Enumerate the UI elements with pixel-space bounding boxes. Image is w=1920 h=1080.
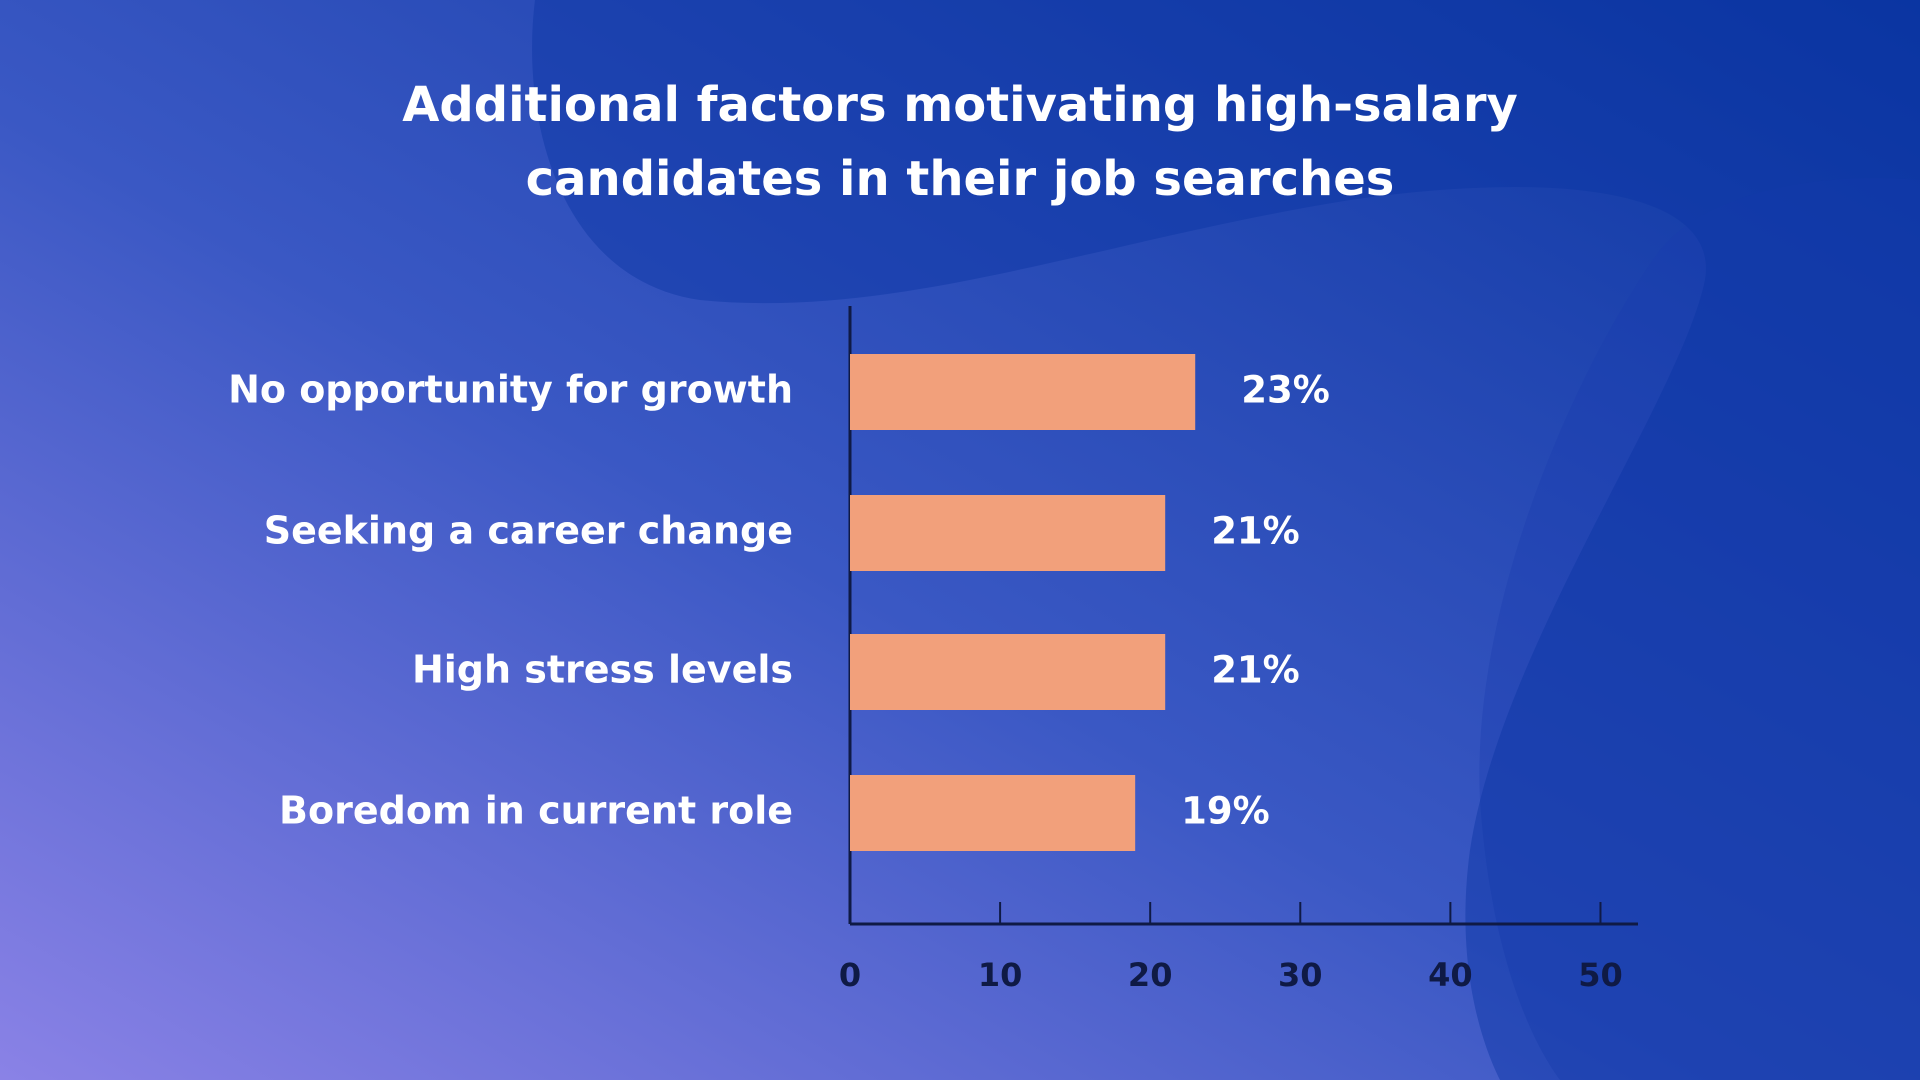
x-tick-label: 0 bbox=[839, 956, 861, 994]
value-label: 23% bbox=[1241, 369, 1330, 412]
bar bbox=[850, 634, 1166, 710]
value-label: 21% bbox=[1211, 510, 1300, 553]
value-label: 19% bbox=[1181, 790, 1270, 833]
category-label: High stress levels bbox=[412, 648, 793, 692]
x-tick-label: 50 bbox=[1578, 956, 1623, 994]
value-label: 21% bbox=[1211, 649, 1300, 692]
bar bbox=[850, 354, 1196, 430]
category-label: Seeking a career change bbox=[264, 509, 793, 553]
x-tick-label: 30 bbox=[1278, 956, 1323, 994]
category-label: Boredom in current role bbox=[279, 789, 793, 833]
category-label: No opportunity for growth bbox=[228, 368, 793, 412]
x-tick-label: 20 bbox=[1128, 956, 1173, 994]
x-tick-label: 10 bbox=[978, 956, 1023, 994]
background-blob bbox=[540, 0, 1920, 1080]
x-tick-label: 40 bbox=[1428, 956, 1473, 994]
bar bbox=[850, 495, 1166, 571]
background-blob bbox=[532, 0, 1920, 1080]
bar bbox=[850, 775, 1136, 851]
chart-title: Additional factors motivating high-salar… bbox=[402, 77, 1518, 133]
plot-area: 0 10 20 30 40 50 No opportunity for growth 23% S… bbox=[228, 306, 1638, 994]
chart-subtitle: candidates in their job searches bbox=[526, 151, 1395, 207]
